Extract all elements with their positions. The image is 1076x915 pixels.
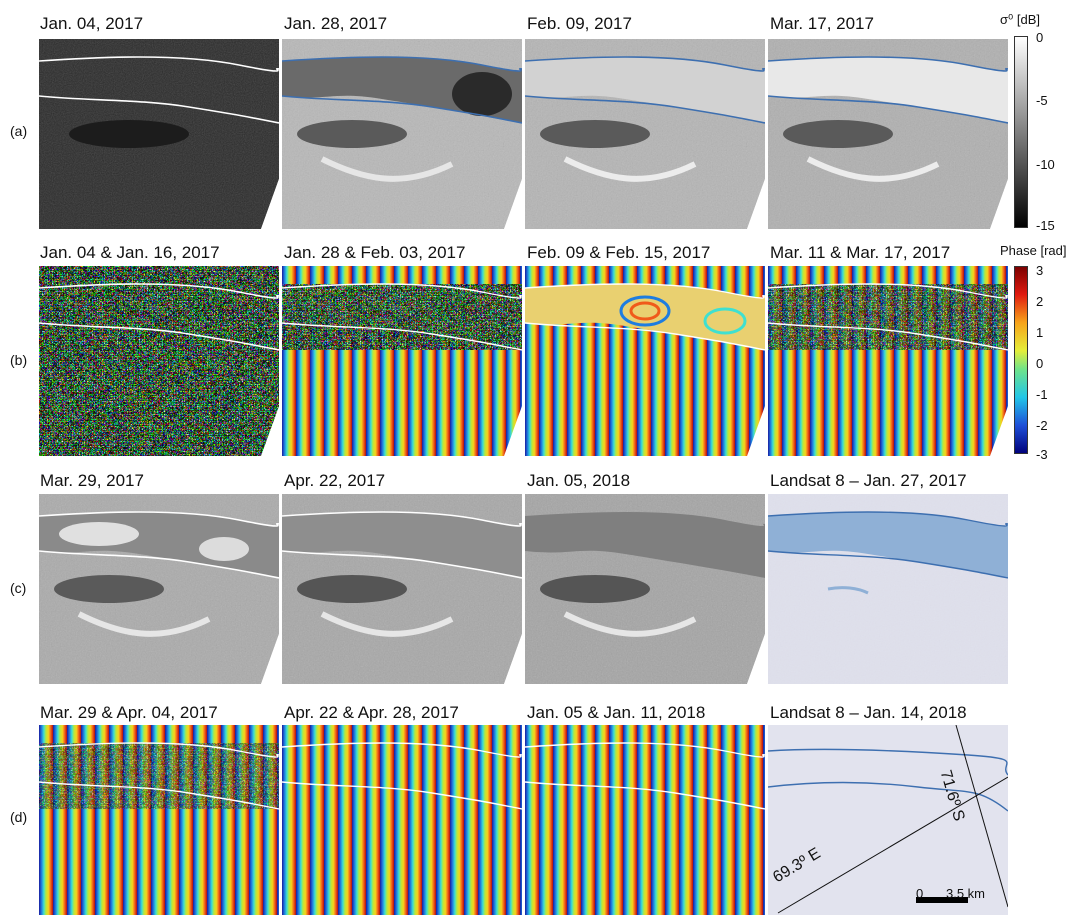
interferogram-b2	[282, 266, 522, 456]
sar-panel-c3	[525, 494, 765, 684]
interferogram-b1	[39, 266, 279, 456]
phase-tick-0: 3	[1036, 263, 1044, 278]
interferogram-d2	[282, 725, 522, 915]
sar-panel-c2	[282, 494, 522, 684]
sigma-colorbar-title: σ⁰ [dB]	[1000, 12, 1040, 27]
sar-panel-a2	[282, 39, 522, 229]
phase-colorbar-title: Phase [rad]	[1000, 243, 1067, 258]
panel-title-c3: Jan. 05, 2018	[527, 471, 631, 490]
row-label-b: (b)	[10, 352, 28, 368]
phase-colorbar	[1014, 266, 1028, 454]
phase-tick-1: 2	[1036, 294, 1044, 309]
phase-tick-2: 1	[1036, 325, 1044, 340]
panel-title-d1: Mar. 29 & Apr. 04, 2017	[40, 703, 218, 722]
panel-title-a1: Jan. 04, 2017	[40, 14, 144, 33]
sigma-tick-1: -5	[1036, 93, 1048, 108]
scale-km-label: 3.5 km	[946, 886, 986, 901]
sar-panel-a1	[39, 39, 279, 229]
panel-title-d2: Apr. 22 & Apr. 28, 2017	[284, 703, 459, 722]
sar-panel-a4	[768, 39, 1008, 229]
scale-zero-label: 0	[916, 886, 924, 901]
panel-title-b1: Jan. 04 & Jan. 16, 2017	[40, 243, 220, 262]
row-label-c: (c)	[10, 580, 27, 596]
interferogram-b4	[768, 266, 1008, 456]
lake-outline-top	[282, 56, 522, 72]
sar-panel-a3	[525, 39, 765, 229]
panel-title-a2: Jan. 28, 2017	[284, 14, 388, 33]
panel-title-b4: Mar. 11 & Mar. 17, 2017	[770, 243, 951, 262]
panel-title-d3: Jan. 05 & Jan. 11, 2018	[527, 703, 706, 722]
sigma-tick-0: 0	[1036, 30, 1044, 45]
phase-tick-4: -1	[1036, 387, 1048, 402]
panel-title-b2: Jan. 28 & Feb. 03, 2017	[284, 243, 466, 262]
panel-title-b3: Feb. 09 & Feb. 15, 2017	[527, 243, 711, 262]
interferogram-b3	[525, 266, 765, 456]
scale-bar	[916, 897, 968, 903]
sar-panel-c1	[39, 494, 279, 684]
panel-title-c1: Mar. 29, 2017	[40, 471, 144, 490]
phase-tick-5: -2	[1036, 418, 1048, 433]
interferogram-d3	[525, 725, 765, 915]
longitude-line	[777, 776, 1008, 914]
panel-title-c4: Landsat 8 – Jan. 27, 2017	[770, 471, 967, 490]
panel-title-d4: Landsat 8 – Jan. 14, 2018	[770, 703, 967, 722]
landsat-panel-d4	[768, 725, 1008, 915]
latitude-line	[955, 725, 1008, 908]
panel-title-c2: Apr. 22, 2017	[284, 471, 386, 490]
lake-outline-bottom	[282, 95, 522, 124]
row-label-a: (a)	[10, 123, 28, 139]
interferogram-d1	[39, 725, 279, 915]
panel-title-a4: Mar. 17, 2017	[770, 14, 874, 33]
row-label-d: (d)	[10, 809, 28, 825]
panel-title-a3: Feb. 09, 2017	[527, 14, 632, 33]
sigma-colorbar	[1014, 36, 1028, 228]
phase-tick-3: 0	[1036, 356, 1044, 371]
sigma-tick-3: -15	[1036, 218, 1055, 233]
sigma-tick-2: -10	[1036, 157, 1055, 172]
landsat-panel-c4	[768, 494, 1008, 684]
phase-tick-6: -3	[1036, 447, 1048, 462]
